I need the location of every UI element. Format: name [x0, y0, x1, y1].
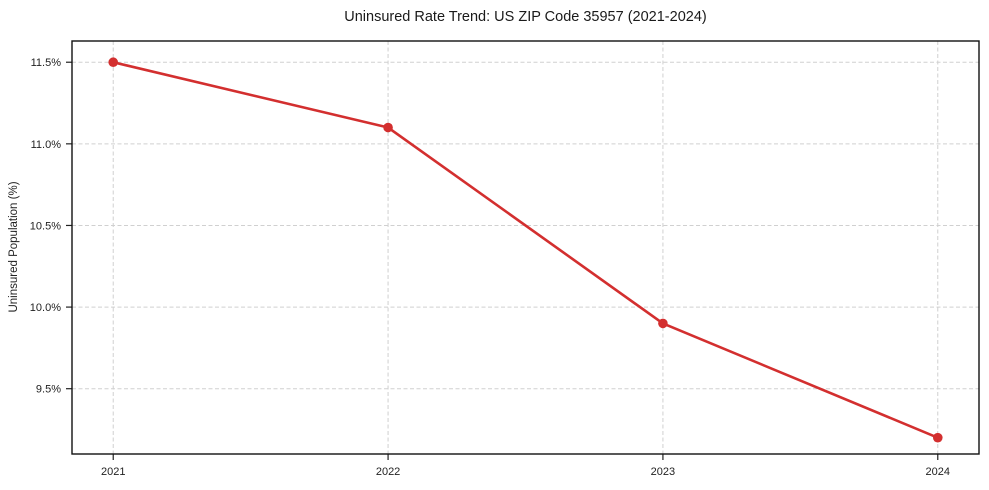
x-tick-label: 2021 — [101, 466, 125, 478]
x-tick-label: 2024 — [926, 466, 950, 478]
y-tick-label: 10.0% — [30, 302, 61, 314]
trend-line — [111, 60, 940, 439]
y-tick-label: 11.5% — [31, 57, 62, 69]
data-point — [658, 318, 668, 329]
chart-title: Uninsured Rate Trend: US ZIP Code 35957 … — [344, 9, 707, 25]
data-point — [383, 122, 393, 133]
y-tick-label: 10.5% — [30, 220, 61, 232]
y-tick-label: 9.5% — [36, 384, 61, 396]
x-tick-label: 2022 — [376, 466, 400, 478]
x-tick-label: 2023 — [651, 466, 675, 478]
y-tick-label: 11.0% — [31, 139, 62, 151]
data-point — [108, 57, 119, 68]
data-point — [932, 432, 943, 443]
axes-box — [71, 40, 980, 455]
y-axis-label: Uninsured Population (%) — [8, 181, 20, 313]
